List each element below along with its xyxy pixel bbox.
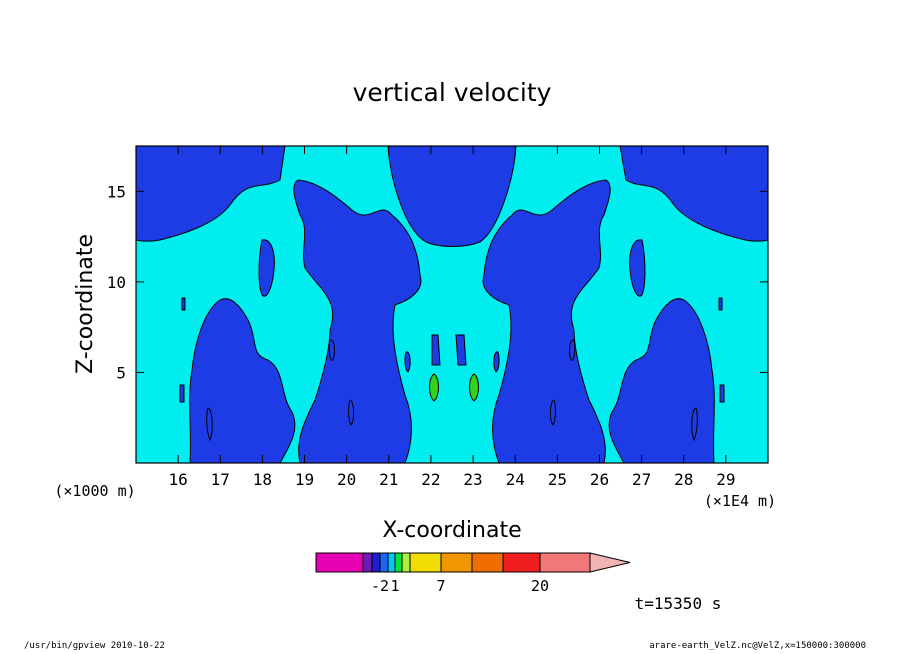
colorbar-segment [362,552,373,573]
y-axis-label: Z-coordinate [73,234,98,374]
x-tick-label: 20 [337,470,356,489]
colorbar: -2 1 7 20 [315,552,631,595]
x-tick-label: 19 [295,470,314,489]
updraft-region [469,373,479,402]
downdraft-region [569,339,576,361]
downdraft-region [181,297,186,311]
colorbar-segment [409,552,442,573]
colorbar-segment [440,552,473,573]
x-tick-label: 23 [463,470,482,489]
downdraft-region [482,179,611,463]
x-unit-right-label: (×1E4 m) [704,492,776,510]
downdraft-region [179,384,185,403]
x-axis: 16 17 18 19 20 21 22 23 24 25 26 27 28 29 [169,146,735,489]
x-tick-label: 17 [211,470,230,489]
chart-title: vertical velocity [353,78,552,107]
colorbar-segment [471,552,504,573]
x-tick-label: 28 [674,470,693,489]
colorbar-segment [315,552,364,573]
downdraft-region [550,399,556,426]
downdraft-region [258,239,275,297]
colorbar-label: -2 [371,577,389,595]
x-tick-label: 22 [421,470,440,489]
downdraft-region [431,334,441,366]
colorbar-segment [502,552,541,573]
contour-fill-group [136,146,768,463]
colorbar-label: 1 [390,577,399,595]
y-tick-label: 15 [107,182,126,201]
downdraft-region [493,351,500,373]
colorbar-segment [394,552,403,573]
colorbar-extension-arrow [589,552,631,573]
downdraft-region [691,407,698,442]
x-tick-label: 26 [590,470,609,489]
downdraft-region [387,146,517,247]
x-tick-label: 21 [379,470,398,489]
downdraft-region [293,179,422,463]
downdraft-region [404,351,411,373]
x-tick-label: 25 [548,470,567,489]
downdraft-region [206,407,213,442]
footer-left: /usr/bin/gpview 2010-10-22 [24,641,165,651]
footer-right: arare-earth_VelZ.nc@VelZ,x=150000:300000 [649,641,866,651]
x-tick-label: 24 [506,470,525,489]
downdraft-region [608,298,715,463]
time-label: t=15350 s [635,594,722,613]
plot-frame [135,145,769,464]
downdraft-region [136,146,286,242]
colorbar-label: 20 [531,577,549,595]
colorbar-segment [539,552,591,573]
downdraft-region [328,339,335,361]
x-tick-label: 18 [253,470,272,489]
updraft-region [429,373,439,402]
downdraft-region [455,334,467,366]
x-tick-label: 29 [716,470,735,489]
y-tick-label: 5 [116,363,126,382]
downdraft-region [629,239,646,297]
colorbar-label: 7 [436,577,445,595]
downdraft-region [189,298,296,463]
y-tick-label: 10 [107,273,126,292]
downdraft-region [719,384,725,403]
downdraft-region [619,146,768,242]
colorbar-segment [401,552,411,573]
downdraft-region [348,399,354,426]
x-axis-label: X-coordinate [382,518,521,543]
colorbar-segment [379,552,389,573]
x-tick-label: 16 [169,470,188,489]
colorbar-segment [371,552,381,573]
x-tick-label: 27 [632,470,651,489]
y-axis: 5 10 15 [107,182,768,382]
downdraft-region [718,297,723,311]
x-unit-left-label: (×1000 m) [54,482,135,500]
plot-area [135,145,769,464]
colorbar-segment [387,552,396,573]
